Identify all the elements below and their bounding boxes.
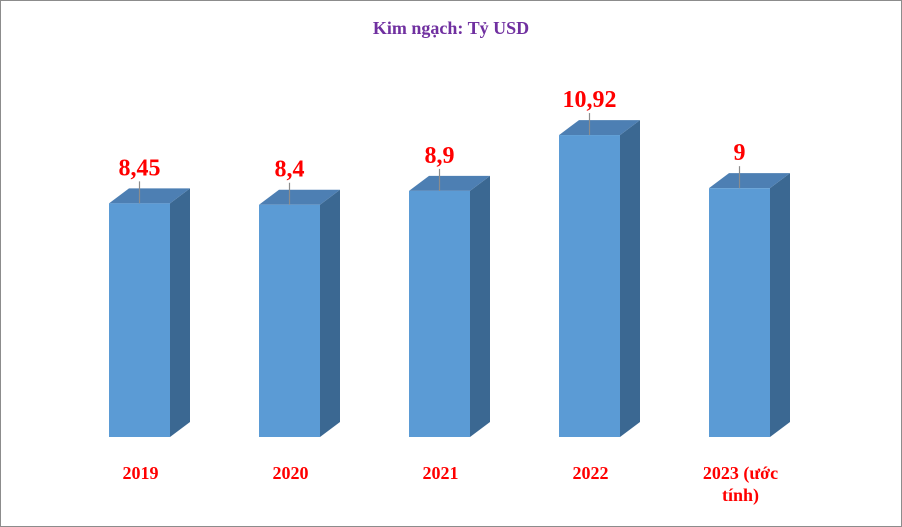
bar-top-2 <box>409 175 490 191</box>
data-label-2: 8,9 <box>425 143 455 169</box>
bar-side-1 <box>320 189 340 437</box>
bar-side-4 <box>770 173 790 437</box>
bar-side-2 <box>470 175 490 437</box>
bar-1 <box>259 204 320 437</box>
bar-top-1 <box>259 189 340 205</box>
bar-top-0 <box>109 188 190 204</box>
data-label-0: 8,45 <box>119 155 161 181</box>
category-label-2: 2021 <box>423 463 459 483</box>
bar-side-0 <box>170 188 190 437</box>
data-label-3: 10,92 <box>563 87 617 113</box>
bar-side-3 <box>620 120 640 437</box>
bar-0 <box>109 203 170 437</box>
category-label-0: 2019 <box>123 463 159 483</box>
bar-top-4 <box>709 173 790 189</box>
category-label-1: 2020 <box>273 463 309 483</box>
chart-title: Kim ngạch: Tỷ USD <box>372 18 530 38</box>
bar-4 <box>709 188 770 437</box>
category-label-3: 2022 <box>573 463 609 483</box>
bar-top-3 <box>559 120 640 136</box>
data-label-4: 9 <box>734 140 746 166</box>
data-label-1: 8,4 <box>275 157 305 183</box>
bar-3 <box>559 135 620 437</box>
category-label-4: 2023 (ước tính) <box>703 463 778 506</box>
bar-2 <box>409 190 470 437</box>
